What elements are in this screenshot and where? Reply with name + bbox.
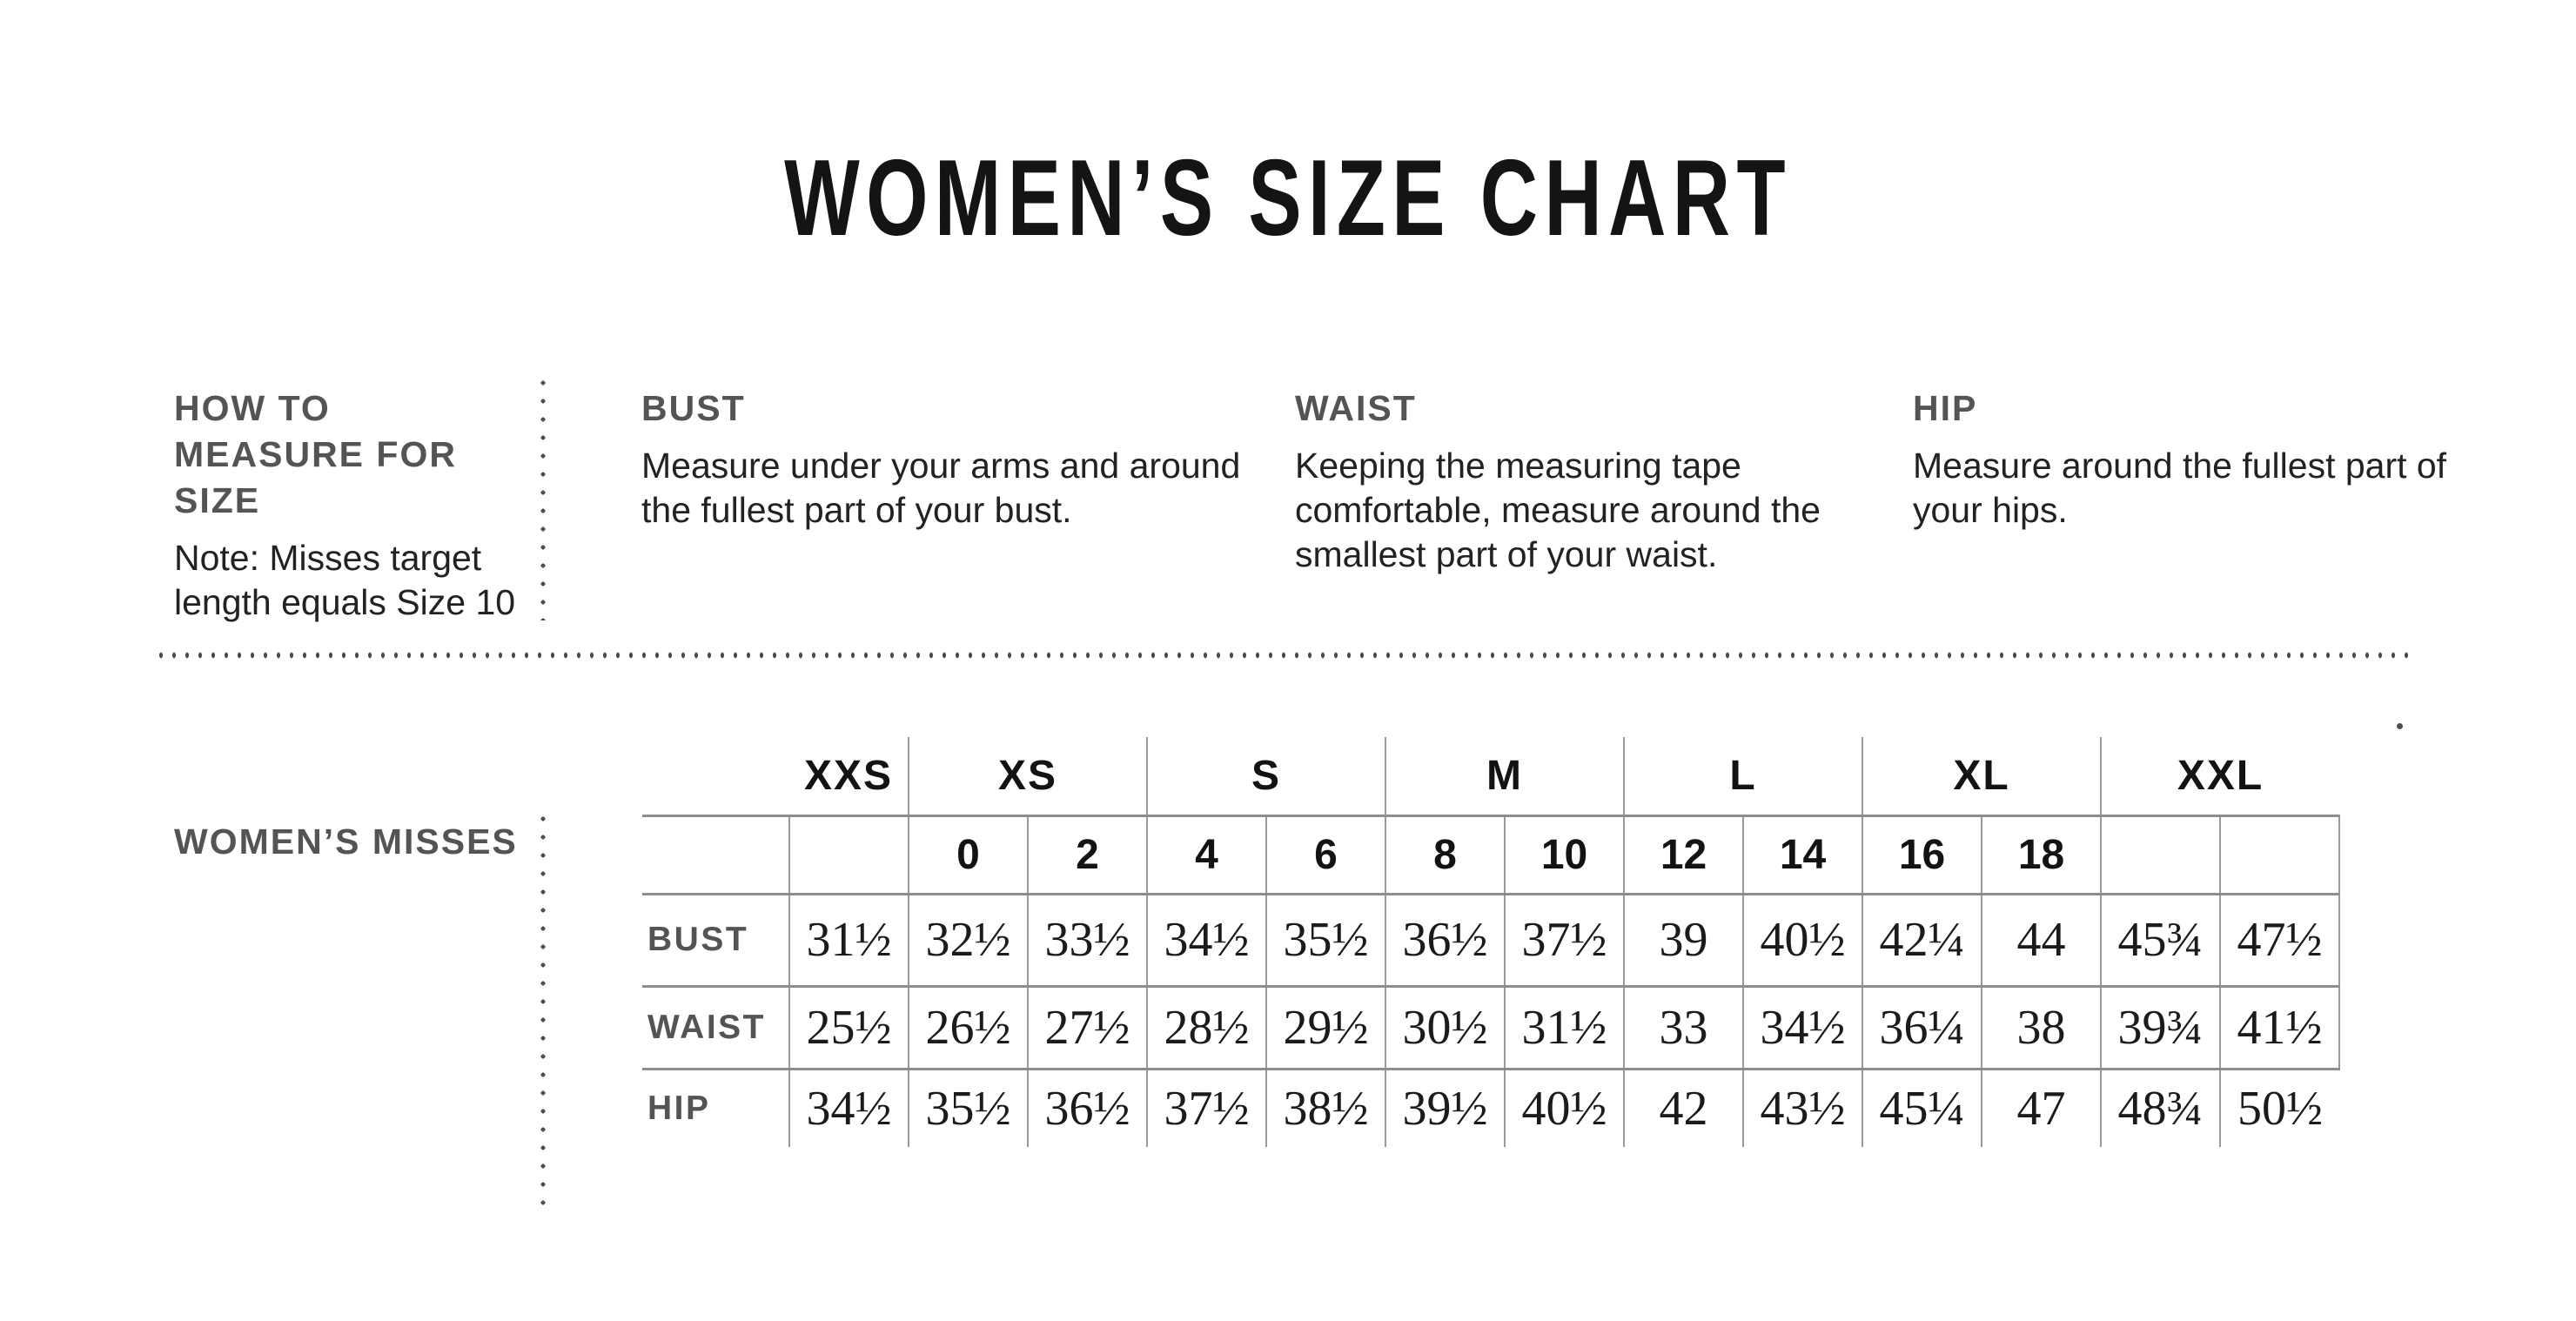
bust-row-label: BUST	[642, 894, 789, 988]
numeric-size-row: 0 2 4 6 8 10 12 14 16 18	[642, 815, 2341, 895]
waist-row-label: WAIST	[642, 986, 789, 1070]
hip-value: 43½	[1742, 1069, 1863, 1147]
hip-row: HIP 34½ 35½ 36½ 37½ 38½ 39½ 40½ 42 43½ 4…	[642, 1069, 2340, 1147]
size-table: XXS XS S M L XL XXL 0 2 4 6 8 10 12 14 1…	[642, 737, 2341, 1147]
hip-value: 47	[1981, 1069, 2102, 1147]
bust-row: BUST 31½ 32½ 33½ 34½ 35½ 36½ 37½ 39 40½ …	[642, 894, 2341, 988]
bust-value: 33½	[1027, 894, 1147, 988]
misses-dotted-separator	[540, 816, 546, 1210]
numeric-size: 16	[1862, 815, 1982, 895]
numeric-size: 6	[1265, 815, 1386, 895]
measure-col-waist: WAIST Keeping the measuring tape comfort…	[1295, 386, 1878, 577]
numeric-size: 10	[1504, 815, 1625, 895]
waist-value: 26½	[908, 986, 1028, 1070]
waist-value: 34½	[1742, 986, 1863, 1070]
hip-value: 34½	[788, 1069, 909, 1147]
size-group-xl: XL	[1862, 737, 2102, 817]
page-title: WOMEN’S SIZE CHART	[784, 138, 1792, 258]
hip-value: 35½	[908, 1069, 1028, 1147]
waist-value: 33	[1623, 986, 1744, 1070]
numeric-size: 14	[1742, 815, 1863, 895]
hip-value: 50½	[2219, 1069, 2340, 1147]
bust-value: 37½	[1504, 894, 1625, 988]
numeric-size	[788, 815, 909, 895]
measure-dotted-separator	[540, 380, 546, 620]
hip-value: 40½	[1504, 1069, 1625, 1147]
numeric-size: 0	[908, 815, 1028, 895]
bust-value: 31½	[788, 894, 909, 988]
size-group-l: L	[1623, 737, 1863, 817]
horizontal-dotted-divider	[155, 651, 2418, 660]
how-to-measure-note: Note: Misses target length equals Size 1…	[174, 538, 516, 622]
decorative-dot	[2397, 723, 2403, 729]
waist-row: WAIST 25½ 26½ 27½ 28½ 29½ 30½ 31½ 33 34½…	[642, 986, 2341, 1070]
numeric-size: 18	[1981, 815, 2102, 895]
waist-value: 25½	[788, 986, 909, 1070]
bust-heading: BUST	[641, 388, 746, 428]
size-group-xxs: XXS	[789, 737, 909, 817]
bust-value: 35½	[1265, 894, 1386, 988]
bust-value: 40½	[1742, 894, 1863, 988]
hip-value: 48¾	[2100, 1069, 2221, 1147]
bust-value: 34½	[1146, 894, 1266, 988]
waist-value: 31½	[1504, 986, 1625, 1070]
numeric-size	[2219, 815, 2341, 895]
size-group-xxl: XXL	[2100, 737, 2340, 817]
waist-value: 36¼	[1862, 986, 1982, 1070]
waist-heading: WAIST	[1295, 388, 1417, 428]
bust-value: 44	[1981, 894, 2102, 988]
group-row-label-cell	[642, 737, 789, 817]
hip-value: 36½	[1027, 1069, 1147, 1147]
waist-value: 29½	[1265, 986, 1386, 1070]
hip-value: 39½	[1385, 1069, 1506, 1147]
waist-value: 30½	[1385, 986, 1506, 1070]
hip-description: Measure around the fullest part of your …	[1913, 446, 2447, 530]
hip-value: 45¼	[1862, 1069, 1982, 1147]
numeric-size: 12	[1623, 815, 1744, 895]
numeric-row-label-cell	[642, 815, 789, 895]
how-to-measure-heading: HOW TO MEASURE FOR SIZE	[174, 388, 457, 520]
waist-value: 38	[1981, 986, 2102, 1070]
bust-description: Measure under your arms and around the f…	[641, 446, 1241, 530]
hip-value: 37½	[1146, 1069, 1266, 1147]
size-group-row: XXS XS S M L XL XXL	[642, 737, 2340, 817]
numeric-size: 2	[1027, 815, 1147, 895]
bust-value: 32½	[908, 894, 1028, 988]
numeric-size: 4	[1146, 815, 1266, 895]
bust-value: 45¾	[2100, 894, 2221, 988]
how-to-measure-section: HOW TO MEASURE FOR SIZE Note: Misses tar…	[174, 386, 531, 625]
numeric-size: 8	[1385, 815, 1506, 895]
hip-value: 42	[1623, 1069, 1744, 1147]
hip-row-label: HIP	[647, 1089, 711, 1127]
size-group-xs: XS	[908, 737, 1147, 817]
bust-value: 39	[1623, 894, 1744, 988]
waist-value: 27½	[1027, 986, 1147, 1070]
waist-value: 41½	[2219, 986, 2341, 1070]
waist-value: 28½	[1146, 986, 1266, 1070]
bust-value: 36½	[1385, 894, 1506, 988]
bust-value: 47½	[2219, 894, 2341, 988]
waist-value: 39¾	[2100, 986, 2221, 1070]
hip-value: 38½	[1265, 1069, 1386, 1147]
bust-value: 42¼	[1862, 894, 1982, 988]
numeric-size	[2100, 815, 2221, 895]
measure-col-bust: BUST Measure under your arms and around …	[641, 386, 1277, 533]
size-group-m: M	[1385, 737, 1625, 817]
section-label-womens-misses: WOMEN’S MISSES	[174, 821, 518, 862]
hip-heading: HIP	[1913, 388, 1978, 428]
measure-col-hip: HIP Measure around the fullest part of y…	[1913, 386, 2496, 533]
waist-description: Keeping the measuring tape comfortable, …	[1295, 446, 1821, 574]
size-group-s: S	[1145, 737, 1386, 817]
